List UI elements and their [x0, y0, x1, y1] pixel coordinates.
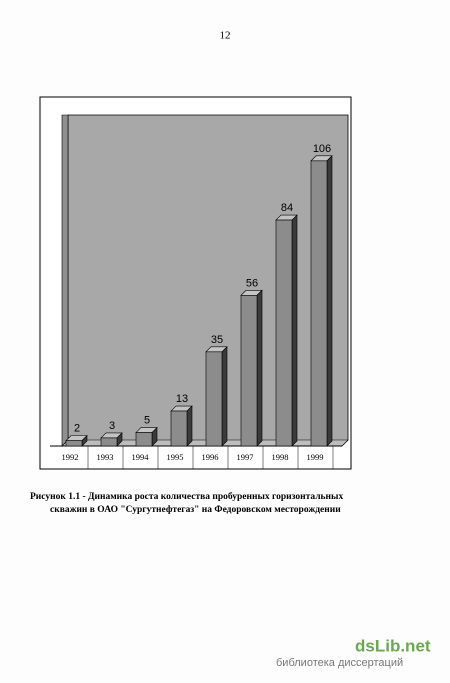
x-tick-label: 1992: [62, 452, 79, 462]
value-label: 84: [281, 202, 293, 214]
x-tick-label: 1997: [237, 452, 254, 462]
caption-line: Рисунок 1.1 - Динамика роста количества …: [30, 491, 343, 502]
bar: [100, 437, 118, 447]
x-tick-label: 1996: [202, 452, 219, 462]
caption-line: скважин в ОАО "Сургутнефтегаз" на Федоро…: [50, 504, 341, 515]
bar: [65, 440, 83, 447]
x-tick-label: 1995: [167, 452, 184, 462]
x-tick-label: 1993: [97, 452, 114, 462]
bar: [135, 432, 153, 447]
value-label: 3: [109, 420, 115, 432]
bar: [310, 160, 328, 447]
bar-side: [186, 405, 193, 447]
watermark-subtitle: библиотека диссертаций: [276, 657, 403, 669]
page-number: 12: [220, 30, 231, 42]
bar-side: [291, 214, 298, 447]
value-label: 106: [313, 143, 331, 155]
x-tick-label: 1999: [307, 452, 324, 462]
x-tick-label: 1994: [132, 452, 150, 462]
bar: [170, 410, 188, 447]
bar: [205, 351, 223, 447]
back-wall: [61, 114, 349, 447]
value-label: 56: [246, 277, 258, 289]
bar: [240, 295, 258, 447]
value-label: 2: [74, 423, 80, 435]
x-tick-label: 1998: [272, 452, 289, 462]
bar-side: [326, 155, 333, 447]
side-wall: [61, 114, 69, 447]
value-label: 35: [211, 334, 223, 346]
value-label: 5: [144, 414, 150, 426]
bar: [275, 219, 293, 447]
watermark-logo: dsLib.net: [355, 636, 431, 655]
value-label: 13: [176, 393, 188, 405]
bar-side: [256, 289, 263, 447]
bar-side: [221, 346, 228, 447]
